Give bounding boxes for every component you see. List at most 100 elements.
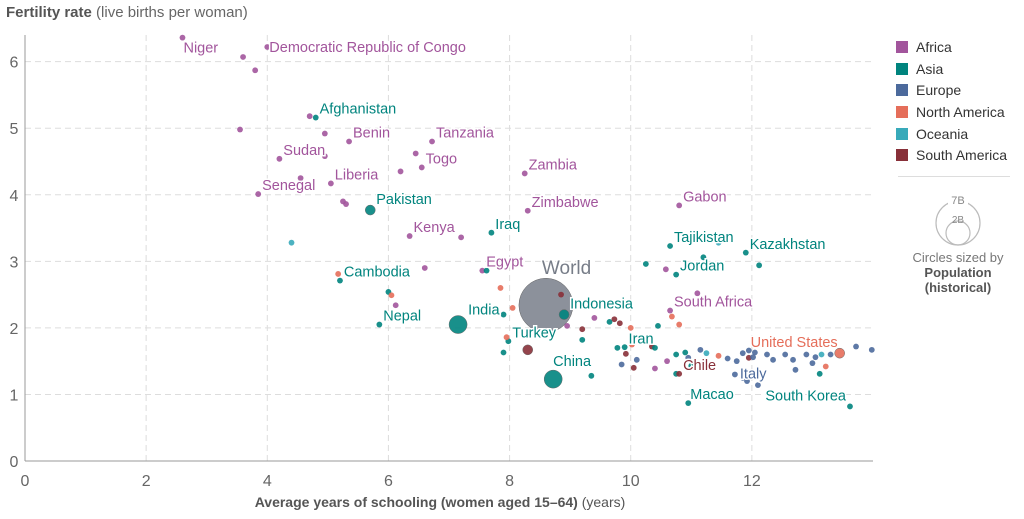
data-point xyxy=(412,150,419,157)
data-point xyxy=(664,358,670,365)
x-tick-label: 0 xyxy=(21,473,30,490)
legend-separator xyxy=(898,176,1010,178)
data-point xyxy=(744,378,750,385)
data-point xyxy=(388,292,395,299)
data-point xyxy=(803,351,810,358)
data-point xyxy=(558,309,570,320)
legend-item[interactable]: North America xyxy=(896,101,1020,123)
data-point xyxy=(500,349,507,356)
x-tick-label: 10 xyxy=(622,473,640,490)
legend-item[interactable]: Oceania xyxy=(896,123,1020,145)
data-point xyxy=(790,356,796,363)
data-point xyxy=(742,249,749,256)
y-tick-label: 0 xyxy=(10,454,19,471)
data-point xyxy=(522,344,533,356)
data-label: Togo xyxy=(426,152,457,168)
data-point xyxy=(335,271,342,277)
legend-label: North America xyxy=(916,103,1005,120)
data-label: Indonesia xyxy=(570,297,634,313)
y-tick-label: 1 xyxy=(10,387,19,404)
grid-lines xyxy=(25,35,873,461)
data-point xyxy=(685,400,692,406)
x-tick-label: 2 xyxy=(142,473,151,490)
data-point xyxy=(606,318,613,325)
data-point xyxy=(564,322,571,329)
data-point xyxy=(618,361,625,368)
data-label: Niger xyxy=(183,41,218,57)
data-label: Kenya xyxy=(414,220,456,236)
data-point xyxy=(667,307,673,314)
data-point xyxy=(676,321,683,328)
data-point xyxy=(497,285,504,291)
data-label: Tajikistan xyxy=(674,230,734,246)
legend-label: Oceania xyxy=(916,125,969,142)
data-point xyxy=(630,364,637,371)
data-points xyxy=(179,34,875,410)
size-legend-small-value: 2B xyxy=(952,215,965,226)
data-point xyxy=(524,207,531,214)
data-label: Egypt xyxy=(486,255,523,271)
data-point xyxy=(614,344,621,351)
data-point xyxy=(327,180,334,187)
data-point xyxy=(827,351,834,358)
data-point xyxy=(579,336,586,343)
legend-item[interactable]: Asia xyxy=(896,58,1020,80)
data-point xyxy=(622,350,629,357)
data-point xyxy=(518,277,574,333)
data-label: Zimbabwe xyxy=(532,195,599,211)
data-point xyxy=(667,243,673,249)
data-point xyxy=(694,290,701,297)
legend-swatch xyxy=(896,105,908,118)
data-point xyxy=(297,175,304,182)
data-point xyxy=(756,262,763,269)
data-point xyxy=(418,164,425,171)
data-label: Tanzania xyxy=(436,126,495,142)
data-point xyxy=(853,343,859,350)
data-point xyxy=(834,347,845,359)
data-point xyxy=(770,356,776,363)
data-label: Turkey xyxy=(512,325,557,341)
data-point xyxy=(521,170,528,177)
x-tick-label: 4 xyxy=(263,473,272,490)
data-point xyxy=(591,314,598,321)
data-point xyxy=(276,155,283,162)
data-point xyxy=(627,324,634,331)
legend-item[interactable]: Africa xyxy=(896,36,1020,58)
legend-item[interactable]: Europe xyxy=(896,79,1020,101)
legend-swatch xyxy=(896,149,908,162)
data-point xyxy=(558,291,564,298)
legend-swatch xyxy=(896,40,908,53)
data-point xyxy=(739,350,746,357)
data-point xyxy=(703,350,710,357)
data-label: Macao xyxy=(690,387,734,403)
legend-item[interactable]: South America xyxy=(896,144,1020,166)
data-point xyxy=(715,352,722,359)
chart-title: Fertility rate (live births per woman) xyxy=(6,4,248,21)
data-point xyxy=(792,366,799,373)
data-point xyxy=(479,267,486,274)
data-point xyxy=(682,349,689,356)
data-point xyxy=(252,67,259,74)
data-point xyxy=(745,347,752,354)
data-point xyxy=(621,344,628,351)
data-point xyxy=(237,126,243,133)
data-point xyxy=(321,130,328,137)
data-point xyxy=(240,54,246,60)
data-label: Benin xyxy=(353,126,390,142)
data-point xyxy=(288,239,295,246)
size-legend-small-circle xyxy=(945,220,971,246)
data-point xyxy=(739,374,746,381)
data-point xyxy=(306,113,313,120)
data-point xyxy=(868,346,875,353)
data-point xyxy=(421,265,428,271)
data-point xyxy=(700,254,707,261)
data-label: Iraq xyxy=(495,217,520,233)
data-label: Zambia xyxy=(529,158,578,174)
data-point xyxy=(312,114,319,121)
data-label: Pakistan xyxy=(376,192,432,208)
data-label: Chile xyxy=(683,358,716,374)
x-tick-label: 6 xyxy=(384,473,393,490)
data-point xyxy=(764,351,770,358)
